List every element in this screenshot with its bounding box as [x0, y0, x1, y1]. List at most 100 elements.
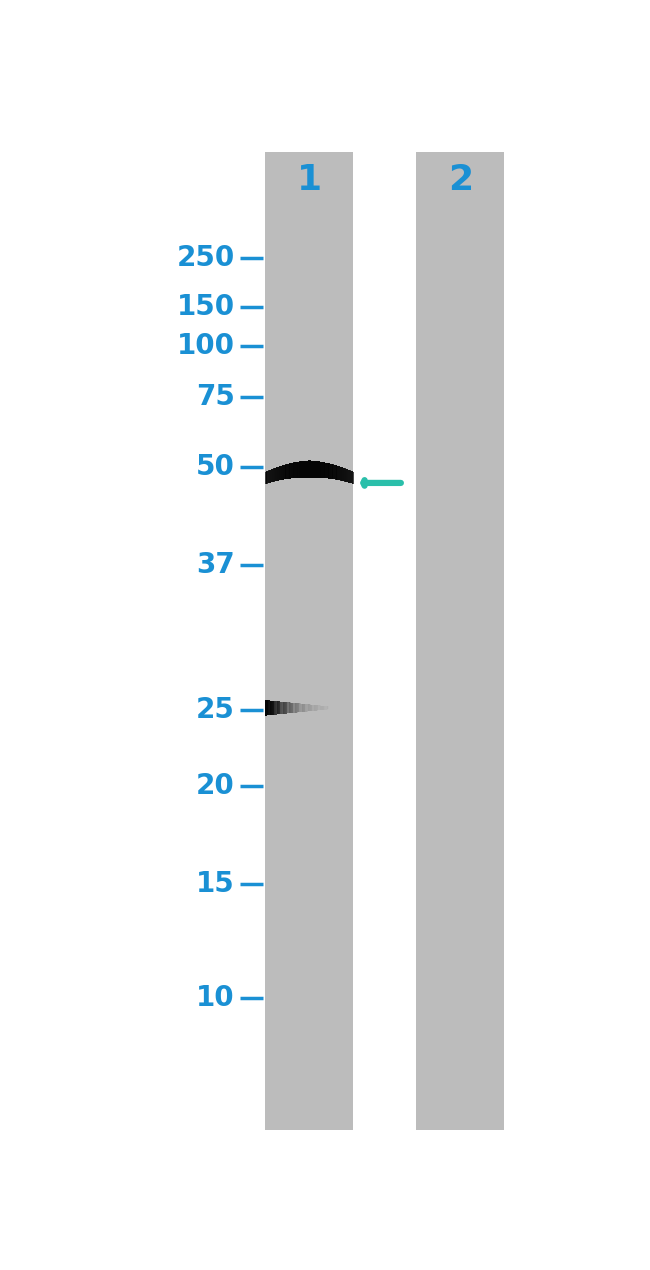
Bar: [314, 705, 315, 711]
Bar: [315, 461, 316, 478]
Bar: [284, 702, 285, 714]
Bar: [327, 706, 328, 710]
Text: 25: 25: [196, 696, 235, 724]
Bar: [322, 706, 324, 710]
Bar: [290, 702, 291, 714]
Bar: [268, 700, 269, 715]
Bar: [274, 701, 275, 715]
Bar: [290, 702, 291, 714]
Bar: [280, 466, 281, 480]
Bar: [292, 462, 293, 479]
Bar: [327, 706, 328, 710]
Bar: [331, 464, 332, 479]
Bar: [308, 705, 309, 711]
Bar: [297, 704, 298, 712]
Bar: [310, 705, 311, 711]
Bar: [311, 461, 312, 478]
Bar: [294, 702, 295, 712]
Bar: [350, 471, 352, 484]
Bar: [268, 470, 269, 483]
Bar: [302, 704, 304, 712]
Bar: [274, 701, 275, 715]
Bar: [278, 701, 280, 714]
Bar: [311, 461, 313, 478]
Bar: [280, 701, 281, 714]
Bar: [280, 466, 281, 480]
Text: 100: 100: [177, 331, 235, 359]
Bar: [321, 462, 322, 478]
Bar: [308, 461, 309, 478]
Bar: [281, 702, 282, 714]
Bar: [269, 701, 270, 715]
Bar: [343, 467, 344, 481]
Bar: [266, 471, 267, 484]
Bar: [285, 702, 286, 714]
Bar: [296, 462, 298, 478]
Bar: [334, 465, 335, 479]
Bar: [299, 704, 300, 712]
Bar: [301, 704, 302, 712]
Bar: [318, 705, 319, 710]
Bar: [270, 470, 272, 483]
Bar: [341, 467, 342, 480]
Bar: [295, 462, 296, 478]
Bar: [305, 461, 306, 478]
Bar: [299, 461, 300, 478]
Bar: [289, 464, 290, 479]
Bar: [271, 469, 272, 483]
Bar: [327, 464, 328, 479]
Bar: [294, 462, 295, 479]
Bar: [307, 461, 308, 478]
Bar: [299, 704, 300, 712]
Bar: [326, 462, 327, 479]
Bar: [310, 705, 311, 711]
Bar: [298, 704, 300, 712]
Bar: [314, 705, 315, 711]
Bar: [348, 470, 349, 483]
Bar: [301, 461, 302, 478]
Bar: [306, 461, 307, 478]
Bar: [325, 706, 326, 710]
Bar: [317, 461, 318, 478]
Bar: [289, 464, 291, 479]
Bar: [310, 461, 311, 478]
Bar: [278, 466, 279, 480]
Text: 37: 37: [196, 551, 235, 579]
Bar: [289, 702, 290, 714]
Bar: [338, 466, 339, 480]
Bar: [267, 700, 268, 715]
Bar: [270, 701, 271, 715]
Bar: [306, 704, 307, 711]
Bar: [275, 467, 276, 481]
Bar: [272, 701, 273, 715]
Bar: [300, 704, 301, 712]
Bar: [321, 706, 322, 710]
Bar: [348, 470, 349, 483]
Bar: [292, 702, 293, 712]
Bar: [276, 467, 277, 481]
Bar: [328, 706, 329, 710]
Bar: [292, 702, 293, 712]
Bar: [337, 466, 338, 480]
Bar: [282, 465, 283, 480]
Bar: [281, 466, 282, 480]
Bar: [345, 469, 346, 481]
Bar: [272, 701, 273, 715]
Bar: [295, 704, 296, 712]
Bar: [312, 705, 313, 711]
Bar: [286, 702, 287, 714]
Bar: [268, 470, 270, 483]
Bar: [312, 705, 313, 711]
Bar: [265, 152, 354, 1130]
Bar: [343, 467, 344, 481]
Bar: [319, 705, 320, 710]
Bar: [308, 705, 309, 711]
Bar: [275, 701, 276, 715]
Bar: [291, 464, 292, 479]
Bar: [322, 462, 323, 478]
Bar: [299, 461, 300, 478]
Bar: [280, 701, 281, 714]
Bar: [321, 706, 322, 710]
Bar: [330, 464, 332, 479]
Bar: [275, 701, 276, 715]
